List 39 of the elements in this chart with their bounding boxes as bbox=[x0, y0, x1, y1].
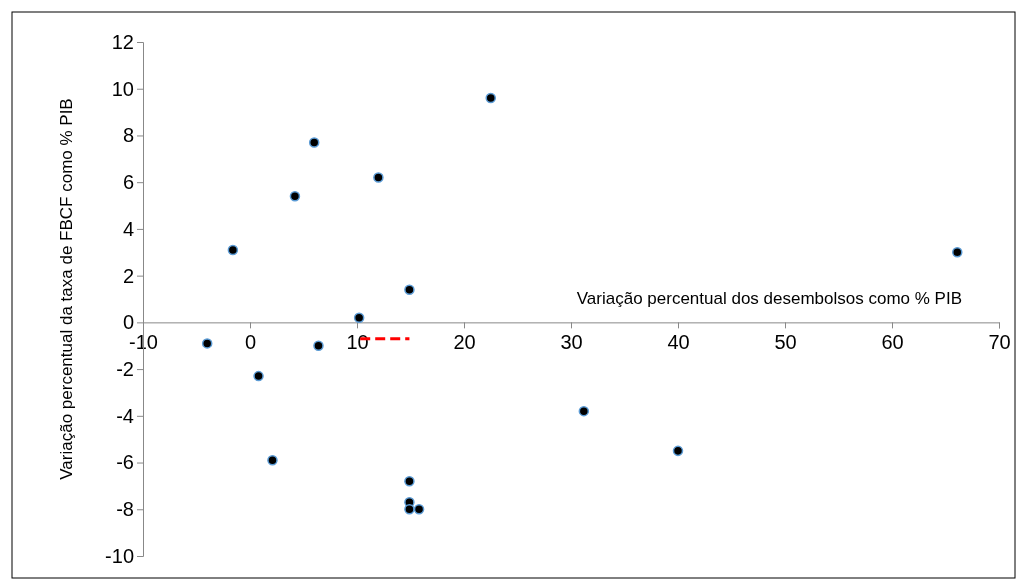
point bbox=[267, 454, 278, 466]
x-axis-title: Variação percentual dos desembolsos como % PIB bbox=[576, 289, 962, 309]
point bbox=[952, 247, 963, 258]
point bbox=[227, 244, 239, 256]
y-tick-label: -8 bbox=[116, 498, 134, 521]
point bbox=[353, 312, 365, 323]
x-tick-label: 70 bbox=[988, 331, 1011, 354]
y-tick-label: -2 bbox=[116, 357, 134, 380]
point bbox=[404, 284, 415, 295]
point bbox=[413, 504, 425, 515]
y-tick-label: 6 bbox=[122, 171, 134, 194]
x-tick-label: 40 bbox=[667, 331, 690, 354]
x-tick-label: 10 bbox=[346, 331, 369, 354]
point bbox=[201, 338, 213, 349]
point bbox=[313, 340, 324, 351]
y-tick-label: 10 bbox=[111, 77, 134, 100]
point bbox=[485, 92, 497, 104]
point bbox=[308, 137, 320, 148]
point bbox=[578, 405, 590, 417]
y-tick-label: 0 bbox=[122, 311, 134, 334]
x-tick-label: 60 bbox=[881, 331, 904, 354]
x-tick-label: 20 bbox=[453, 331, 476, 354]
point bbox=[373, 172, 384, 183]
y-tick-label: -6 bbox=[116, 451, 134, 474]
point bbox=[404, 504, 415, 515]
point bbox=[289, 190, 301, 202]
point bbox=[404, 475, 415, 487]
y-axis-title: Variação percentual da taxa de FBCF como % PIB bbox=[57, 98, 76, 480]
x-tick-label: 50 bbox=[774, 331, 797, 354]
y-tick-label: 4 bbox=[122, 217, 134, 240]
x-tick-label: 30 bbox=[560, 331, 583, 354]
x-tick-label: 0 bbox=[244, 331, 257, 354]
y-tick-label: -4 bbox=[116, 404, 134, 427]
y-tick-label: 2 bbox=[122, 264, 134, 287]
y-tick-label: 8 bbox=[122, 124, 134, 147]
point bbox=[672, 445, 684, 457]
y-tick-label: 12 bbox=[111, 30, 134, 53]
point bbox=[253, 370, 264, 382]
y-tick-label: -10 bbox=[105, 544, 134, 567]
